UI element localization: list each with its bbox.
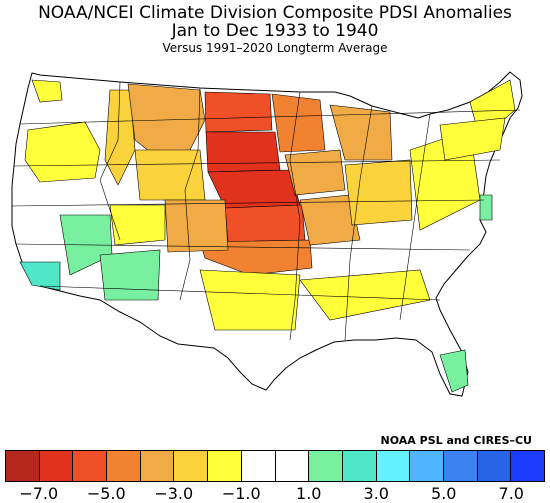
legend-swatch-11 xyxy=(376,451,411,481)
legend-swatch-5 xyxy=(174,451,209,481)
legend-swatch-3 xyxy=(107,451,141,481)
legend-tick-label: −7.0 xyxy=(19,484,59,503)
division-montana xyxy=(127,83,206,153)
legend-swatch-14 xyxy=(477,451,512,481)
legend-swatch-9 xyxy=(309,451,343,481)
climate-divisions xyxy=(19,79,516,393)
division-wisconsin-mich xyxy=(329,104,393,161)
division-socal-wet xyxy=(19,261,61,291)
legend-swatch-10 xyxy=(342,451,377,481)
division-utah-yellow xyxy=(109,204,166,246)
division-arizona-wet xyxy=(99,249,161,301)
us-climate-division-map xyxy=(11,71,523,397)
division-kansas xyxy=(224,204,306,243)
legend-swatch-2 xyxy=(73,451,108,481)
data-credit: NOAA PSL and CIRES–CU xyxy=(380,434,532,447)
legend-swatch-12 xyxy=(410,451,444,481)
legend-tick-label: −5.0 xyxy=(86,484,126,503)
legend-swatch-15 xyxy=(511,451,544,481)
division-delmarva-wet xyxy=(479,194,493,221)
division-gulf xyxy=(299,269,431,321)
legend-swatch-13 xyxy=(443,451,478,481)
map-subtitle: Versus 1991–2020 Longterm Average xyxy=(162,41,388,55)
division-southern-plains xyxy=(199,269,301,331)
legend-tick-label: 7.0 xyxy=(498,484,524,503)
legend-swatch-6 xyxy=(208,451,242,481)
division-ne-yellow2 xyxy=(439,117,506,161)
division-wyoming xyxy=(134,149,206,201)
division-minnesota xyxy=(271,93,326,153)
division-iowa xyxy=(284,149,346,196)
legend-tick-label: −3.0 xyxy=(154,484,194,503)
legend-swatch-7 xyxy=(241,451,276,481)
legend-tick-label: 1.0 xyxy=(296,484,322,503)
legend-tick-label: 3.0 xyxy=(363,484,389,503)
state-borders xyxy=(11,81,521,341)
legend-tick-label: −1.0 xyxy=(221,484,261,503)
division-colorado xyxy=(164,199,229,253)
division-north-dakota xyxy=(204,91,273,133)
division-nw-yellow xyxy=(24,121,101,183)
legend-swatch-4 xyxy=(140,451,175,481)
division-m xyxy=(31,79,63,103)
division-missouri xyxy=(299,194,361,246)
legend-swatch-0 xyxy=(6,451,40,481)
division-illinois-indiana xyxy=(344,159,413,226)
legend-swatch-8 xyxy=(275,451,310,481)
division-idaho-yellow xyxy=(104,89,136,186)
division-florida-wet xyxy=(439,349,469,393)
map-date-range: Jan to Dec 1933 to 1940 xyxy=(171,21,379,41)
color-legend-bar xyxy=(5,450,545,482)
map-title: NOAA/NCEI Climate Division Composite PDS… xyxy=(38,3,512,23)
division-south-dakota xyxy=(205,131,281,173)
legend-tick-label: 5.0 xyxy=(431,484,457,503)
legend-swatch-1 xyxy=(39,451,74,481)
